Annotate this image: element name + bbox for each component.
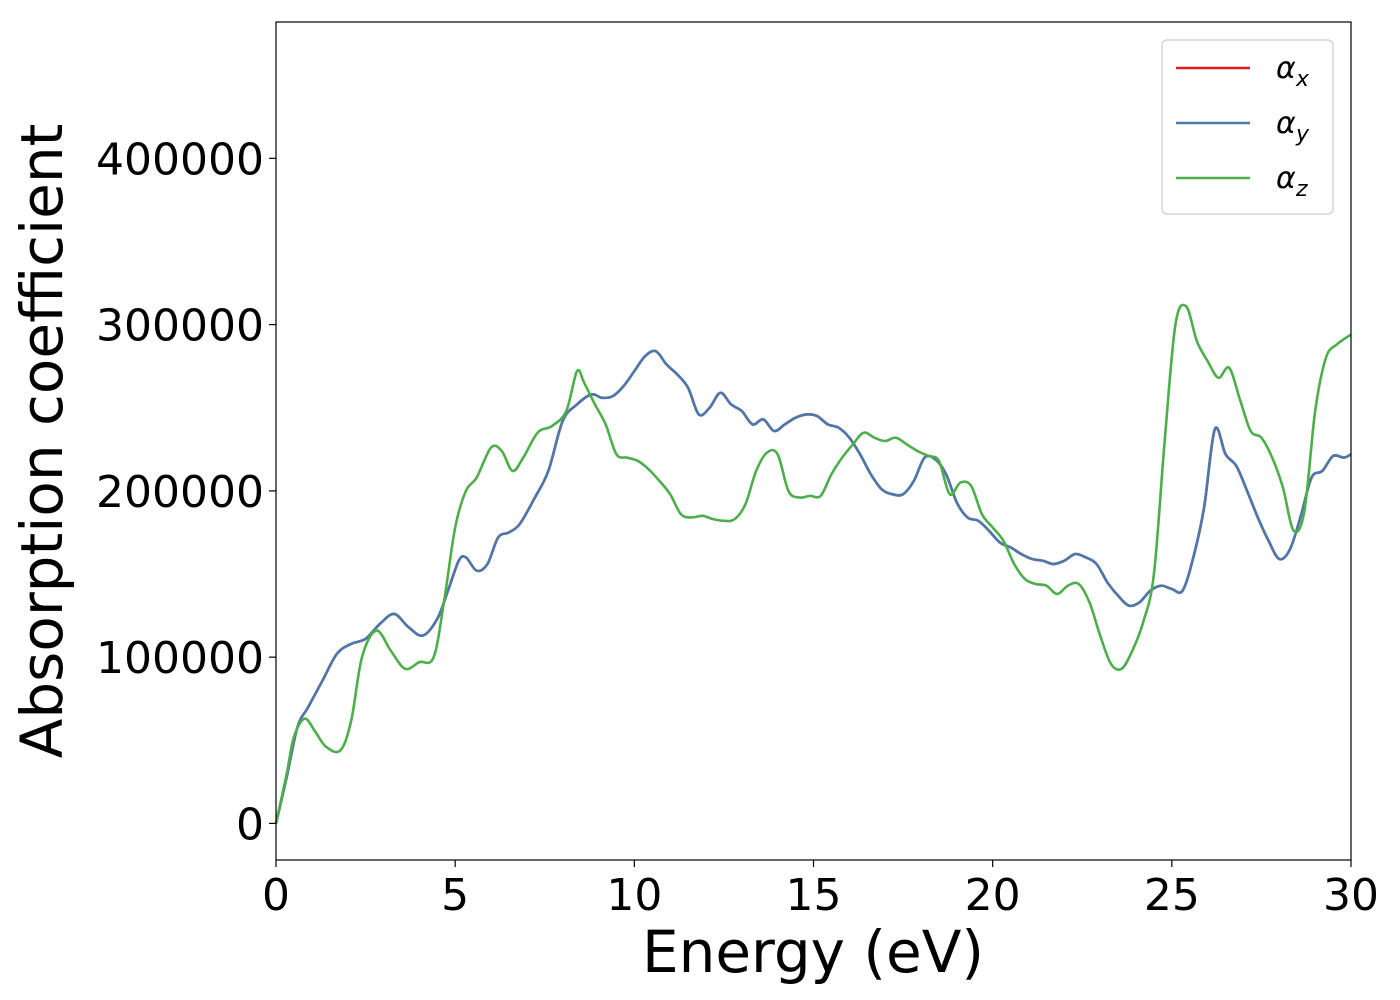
legend-subscript-z: z	[1295, 177, 1308, 202]
y-axis-title: Absorption coefficient	[8, 124, 76, 759]
y-tick-label: 200000	[96, 467, 264, 518]
x-tick-label: 15	[786, 870, 842, 921]
legend-subscript-y: y	[1295, 122, 1310, 147]
series-line-x	[274, 349, 1352, 824]
x-axis-ticks: 0 5 10 15 20 25 30	[262, 860, 1379, 921]
legend-subscript-x: x	[1295, 67, 1310, 92]
series-layer	[274, 303, 1352, 824]
legend: α xα yα z	[1161, 39, 1334, 215]
x-tick-label: 20	[965, 870, 1021, 921]
x-tick-label: 10	[606, 870, 662, 921]
y-tick-label: 100000	[96, 633, 264, 684]
y-tick-label: 300000	[96, 301, 264, 352]
series-line-y	[274, 349, 1352, 824]
legend-label-x: α	[1276, 51, 1296, 86]
legend-label-z: α	[1276, 161, 1296, 196]
y-axis-ticks: 0 100000 200000 300000 400000	[96, 134, 276, 850]
x-axis-title: Energy (eV)	[642, 918, 984, 986]
y-tick-label: 0	[236, 799, 264, 850]
x-tick-label: 0	[262, 870, 290, 921]
legend-box	[1161, 39, 1334, 215]
y-tick-label: 400000	[96, 134, 264, 185]
series-line-z	[274, 303, 1352, 824]
x-tick-label: 5	[441, 870, 469, 921]
legend-label-y: α	[1276, 106, 1296, 141]
x-tick-label: 30	[1323, 870, 1379, 921]
x-tick-label: 25	[1144, 870, 1200, 921]
